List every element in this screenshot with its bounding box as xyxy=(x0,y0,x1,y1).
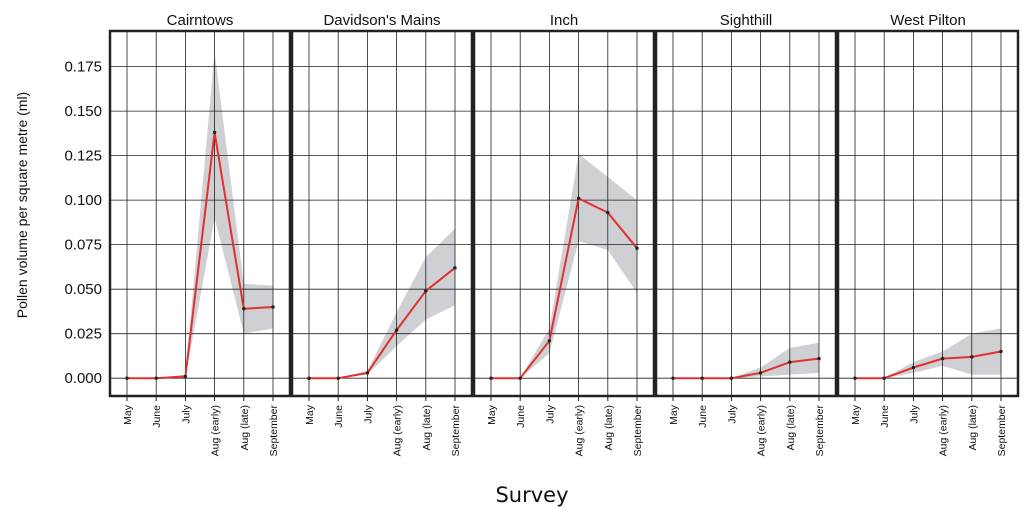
panel-frame xyxy=(290,29,474,398)
panel-title: Davidson's Mains xyxy=(323,12,440,29)
data-point xyxy=(518,376,522,380)
data-point xyxy=(365,371,370,375)
x-tick-label: Aug (late) xyxy=(239,405,251,451)
x-tick-label: September xyxy=(450,405,462,457)
x-tick-label: May xyxy=(122,404,134,425)
series-line xyxy=(491,197,638,380)
y-tick-label: 0.100 xyxy=(64,192,102,209)
data-point xyxy=(817,356,821,361)
data-point xyxy=(271,305,275,309)
series-line xyxy=(127,131,274,380)
x-tick-label: Aug (early) xyxy=(392,405,404,456)
data-point xyxy=(940,356,945,361)
panel-title: West Pilton xyxy=(890,12,966,29)
data-point xyxy=(307,376,311,380)
data-point xyxy=(576,196,581,201)
x-tick-label: September xyxy=(632,405,644,457)
x-tick-label: Aug (early) xyxy=(574,405,586,456)
data-point xyxy=(999,349,1003,354)
panel-frame xyxy=(108,29,292,398)
data-point xyxy=(394,328,399,332)
y-tick-label: 0.125 xyxy=(64,148,102,165)
x-tick-label: May xyxy=(668,404,680,425)
confidence-band xyxy=(127,52,273,379)
x-axis-label: Survey xyxy=(495,483,568,507)
x-tick-label: Aug (early) xyxy=(756,405,768,456)
data-point xyxy=(489,376,493,380)
data-point xyxy=(606,210,610,215)
data-point xyxy=(758,371,763,375)
panel-title: Inch xyxy=(550,12,578,29)
panel: Sighthill May June July Aug (early) Aug (late… xyxy=(654,12,838,457)
panel: Davidson's Mains May June July Aug (early) Au… xyxy=(290,12,474,457)
x-tick-label: Aug (late) xyxy=(967,405,979,451)
x-tick-label: September xyxy=(814,405,826,457)
y-tick-label: 0.150 xyxy=(64,103,102,120)
y-axis-label: Pollen volume per square metre (ml) xyxy=(14,92,30,318)
x-tick-label: Aug (late) xyxy=(603,405,615,451)
y-tick-label: 0.050 xyxy=(64,281,102,298)
x-tick-label: May xyxy=(304,404,316,425)
data-point xyxy=(125,376,129,380)
data-point xyxy=(853,376,857,380)
x-tick-label: July xyxy=(180,404,192,423)
x-tick-label: Aug (late) xyxy=(421,405,433,451)
panel-title: Cairntows xyxy=(167,12,234,29)
y-tick-label: 0.175 xyxy=(64,59,102,76)
confidence-band xyxy=(309,228,455,379)
panel-frame xyxy=(472,29,656,398)
x-tick-label: September xyxy=(996,405,1008,457)
data-point xyxy=(729,376,734,380)
data-point xyxy=(242,307,246,311)
data-point xyxy=(911,365,916,370)
x-tick-label: July xyxy=(544,404,556,423)
data-point xyxy=(424,289,428,293)
panel-title: Sighthill xyxy=(720,12,773,29)
panel-frame xyxy=(654,29,838,398)
data-point xyxy=(970,355,974,359)
panel: West Pilton May June July Aug (early) Aug (la… xyxy=(836,12,1020,457)
y-tick-label: 0.075 xyxy=(64,237,102,254)
data-point xyxy=(788,360,792,364)
panel-frame xyxy=(836,29,1020,398)
x-tick-label: Aug (early) xyxy=(210,405,222,456)
data-point xyxy=(547,339,552,343)
x-tick-label: June xyxy=(151,405,163,428)
x-tick-label: May xyxy=(486,404,498,425)
x-tick-label: Aug (late) xyxy=(785,405,797,451)
panel: Cairntows May June July Aug (early) Aug (late… xyxy=(108,12,292,457)
y-tick-label: 0.000 xyxy=(64,370,102,387)
x-tick-label: September xyxy=(268,405,280,457)
series-line xyxy=(673,357,820,380)
confidence-band xyxy=(855,328,1001,379)
data-point xyxy=(671,376,675,380)
panel: Inch May June July Aug (early) Aug (late) Sept… xyxy=(472,12,656,457)
x-tick-label: June xyxy=(333,405,345,428)
x-tick-label: July xyxy=(362,404,374,423)
x-tick-label: June xyxy=(697,405,709,428)
x-tick-label: June xyxy=(879,405,891,428)
x-tick-label: May xyxy=(850,404,862,425)
series-line xyxy=(309,267,456,380)
x-tick-label: June xyxy=(515,405,527,428)
data-point xyxy=(183,374,188,379)
data-point xyxy=(336,376,340,380)
panels: Cairntows May June July Aug (early) Aug (late… xyxy=(108,12,1020,457)
data-point xyxy=(154,376,158,380)
data-point xyxy=(700,376,704,380)
data-point xyxy=(882,376,886,380)
y-tick-label: 0.025 xyxy=(64,326,102,343)
confidence-band xyxy=(673,342,819,379)
data-point xyxy=(453,266,457,270)
series-line xyxy=(855,350,1002,380)
x-tick-label: July xyxy=(726,404,738,423)
data-point xyxy=(212,130,217,135)
x-tick-label: Aug (early) xyxy=(938,405,950,456)
x-tick-label: July xyxy=(908,404,920,423)
y-axis-ticks: 0.000 0.025 0.050 0.075 0.100 0.125 0.150 0.175 xyxy=(64,59,102,388)
data-point xyxy=(635,246,639,250)
